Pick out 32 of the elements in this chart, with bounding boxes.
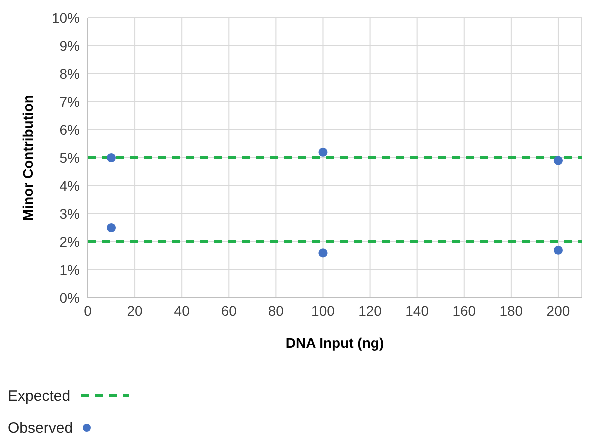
y-tick-label: 2% <box>60 234 80 250</box>
x-tick-label: 60 <box>221 302 238 319</box>
x-tick-label: 200 <box>546 302 570 319</box>
x-tick-label: 160 <box>452 302 476 319</box>
point <box>554 246 563 255</box>
y-tick-label: 10% <box>52 10 80 26</box>
point <box>554 156 563 166</box>
y-tick-label: 5% <box>60 150 80 166</box>
y-tick-label: 9% <box>60 38 80 54</box>
y-tick-label: 6% <box>60 122 80 138</box>
x-tick-label: 120 <box>358 302 382 319</box>
y-tick-label: 8% <box>60 66 80 82</box>
x-tick-label: 100 <box>312 302 336 319</box>
x-tick-label: 40 <box>174 302 190 319</box>
y-tick-label: 1% <box>60 262 80 278</box>
point <box>107 153 116 163</box>
point <box>318 248 328 258</box>
y-tick-label: 0% <box>60 290 80 306</box>
y-tick-label: 7% <box>60 94 80 110</box>
legend-label: Expected <box>8 388 71 404</box>
y-tick-label: 4% <box>60 178 80 194</box>
point <box>318 148 328 157</box>
y-tick-label: 3% <box>60 206 80 222</box>
point <box>107 223 116 233</box>
x-axis-title: DNA Input (ng) <box>286 335 384 351</box>
x-tick-label: 20 <box>127 302 144 319</box>
x-tick-label: 80 <box>268 302 284 319</box>
x-tick-label: 180 <box>500 302 524 319</box>
x-tick-label: 140 <box>406 302 430 319</box>
x-tick-label: 0 <box>84 302 92 319</box>
legend-label: Observed <box>8 420 74 436</box>
y-axis-title: Minor Contribution <box>20 95 36 221</box>
